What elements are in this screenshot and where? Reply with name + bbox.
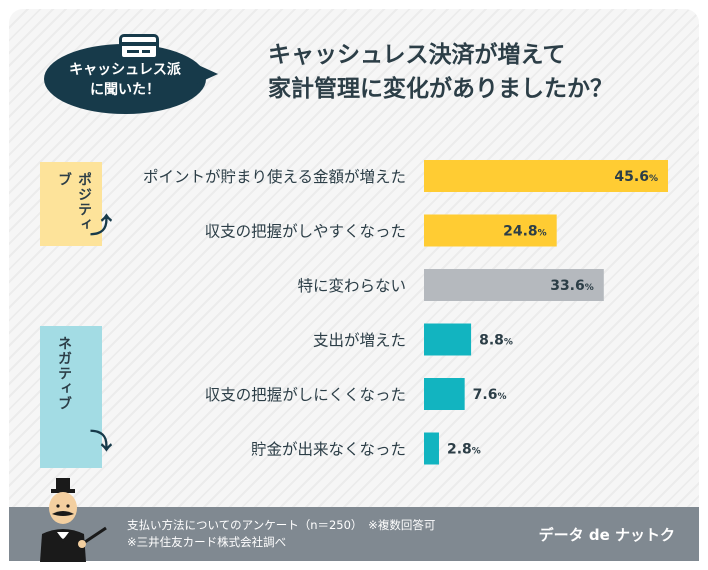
bar — [424, 269, 604, 301]
category-label: 貯金が出来なくなった — [251, 441, 406, 459]
category-label: 収支の把握がしやすくなった — [205, 223, 406, 241]
speech-bubble-tail — [196, 64, 218, 84]
negative-group-label: ネガティブ — [56, 336, 72, 411]
category-label: 収支の把握がしにくくなった — [205, 386, 406, 404]
bar — [424, 378, 465, 410]
value-label: 7.6% — [473, 387, 507, 403]
mascot-icon — [40, 478, 107, 562]
survey-note: 支払い方法についてのアンケート（n＝250） ※複数回答可 ※三井住友カード株式… — [127, 518, 436, 549]
speech-bubble-text: キャッシュレス派 に聞いた！ — [69, 62, 181, 98]
chart-title: キャッシュレス決済が増えて 家計管理に変化がありましたか？ — [268, 42, 613, 102]
brand-name: データ de ナットク — [538, 526, 675, 544]
value-label: 2.8% — [447, 442, 481, 458]
value-label: 8.8% — [479, 333, 513, 349]
bar — [424, 432, 439, 465]
negative-group-box: ネガティブ — [40, 326, 102, 468]
category-label: 特に変わらない — [297, 277, 406, 295]
arrow-down-icon: ⤵ — [90, 430, 113, 455]
category-label: 支出が増えた — [313, 332, 406, 350]
value-label: 24.8% — [503, 224, 547, 240]
bar — [424, 214, 557, 247]
footer: 支払い方法についてのアンケート（n＝250） ※複数回答可 ※三井住友カード株式… — [9, 507, 699, 561]
bar-chart: ポイントが貯まり使える金額が増えた 45.6% 収支の把握がしやすくなった 24.8%… — [143, 160, 668, 465]
positive-group-box: ポジティブ — [40, 162, 102, 246]
credit-card-icon — [119, 34, 159, 60]
arrow-up-icon: ⤴ — [90, 214, 113, 239]
value-label: 33.6% — [550, 278, 594, 294]
bar — [424, 323, 472, 356]
positive-group-label: ポジティブ — [56, 172, 92, 232]
value-label: 45.6% — [614, 169, 658, 185]
category-label: ポイントが貯まり使える金額が増えた — [143, 168, 406, 186]
bar — [424, 160, 668, 192]
